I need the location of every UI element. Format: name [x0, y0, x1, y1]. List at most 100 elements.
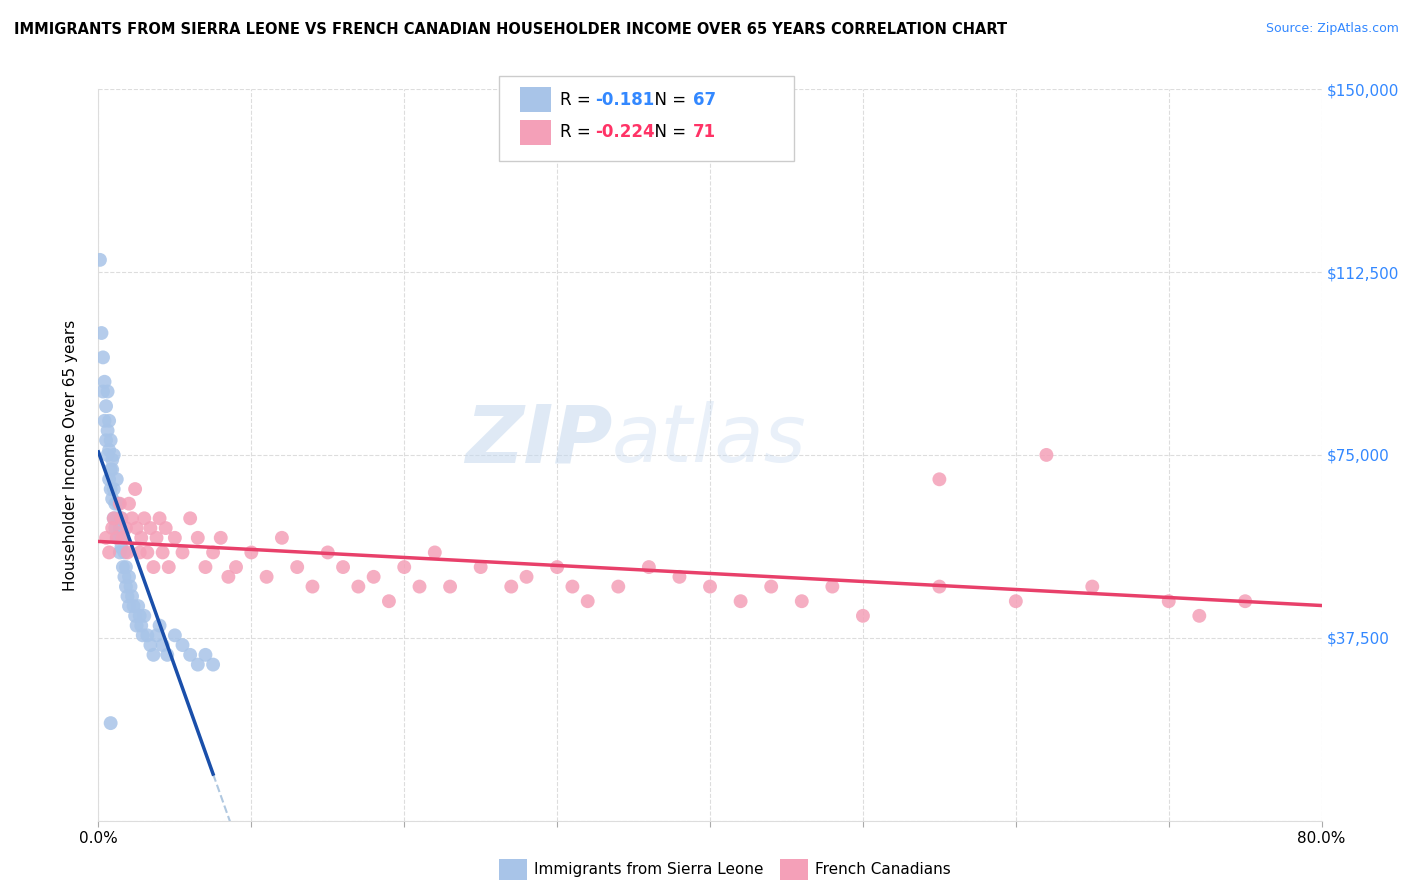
Point [112, 570, 135, 584]
Point [852, 608, 875, 623]
Point [112, 545, 135, 559]
Point [118, 570, 141, 584]
Point [100, 462, 122, 476]
Point [156, 648, 179, 662]
Point [103, 511, 125, 525]
Point [125, 521, 148, 535]
Point [128, 608, 150, 623]
Point [98, 545, 121, 559]
Point [100, 434, 122, 448]
Point [115, 521, 138, 535]
Point [668, 570, 690, 584]
Text: IMMIGRANTS FROM SIERRA LEONE VS FRENCH CANADIAN HOUSEHOLDER INCOME OVER 65 YEARS: IMMIGRANTS FROM SIERRA LEONE VS FRENCH C… [14, 22, 1007, 37]
Point [142, 648, 165, 662]
Point [98, 472, 121, 486]
Text: Source: ZipAtlas.com: Source: ZipAtlas.com [1265, 22, 1399, 36]
Point [117, 590, 139, 604]
Point [270, 531, 292, 545]
Point [172, 638, 194, 652]
Point [209, 531, 232, 545]
Point [163, 628, 186, 642]
Point [576, 594, 599, 608]
Text: French Canadians: French Canadians [815, 863, 952, 877]
Point [127, 599, 149, 613]
Text: ZIP: ZIP [465, 401, 612, 479]
Point [1035, 448, 1057, 462]
Point [136, 545, 159, 559]
Point [256, 570, 278, 584]
Point [1188, 608, 1211, 623]
Point [94, 531, 117, 545]
Point [128, 545, 150, 559]
Y-axis label: Householder Income Over 65 years: Householder Income Over 65 years [63, 319, 77, 591]
Point [301, 580, 323, 594]
Point [129, 531, 152, 545]
Point [134, 511, 156, 525]
Point [118, 599, 141, 613]
Point [98, 443, 121, 458]
Point [928, 580, 950, 594]
Point [121, 590, 143, 604]
Point [108, 545, 131, 559]
Point [98, 414, 121, 428]
Point [187, 531, 209, 545]
Point [115, 580, 138, 594]
Point [179, 511, 201, 525]
Point [94, 399, 117, 413]
Point [1081, 580, 1104, 594]
Point [225, 560, 247, 574]
Text: -0.181: -0.181 [595, 91, 654, 109]
Point [122, 599, 145, 613]
Point [790, 594, 813, 608]
Point [136, 628, 159, 642]
Point [110, 541, 132, 555]
Point [101, 452, 124, 467]
Point [423, 545, 446, 559]
Point [91, 351, 114, 365]
Point [100, 716, 122, 731]
Point [546, 560, 568, 574]
Point [104, 497, 127, 511]
Point [561, 580, 583, 594]
Point [194, 648, 217, 662]
Point [285, 560, 308, 574]
Point [316, 545, 339, 559]
Point [111, 531, 134, 545]
Point [111, 531, 134, 545]
Point [124, 482, 146, 496]
Point [202, 657, 225, 672]
Point [101, 462, 124, 476]
Point [759, 580, 782, 594]
Point [103, 511, 125, 525]
Point [115, 560, 138, 574]
Point [108, 497, 131, 511]
Point [187, 657, 209, 672]
Point [142, 560, 165, 574]
Point [107, 497, 129, 511]
Point [124, 608, 146, 623]
Text: Immigrants from Sierra Leone: Immigrants from Sierra Leone [534, 863, 763, 877]
Point [97, 424, 120, 438]
Point [121, 511, 143, 525]
Point [97, 384, 120, 399]
Point [111, 560, 134, 574]
Point [637, 560, 661, 574]
Point [152, 545, 174, 559]
Point [217, 570, 239, 584]
Point [139, 638, 162, 652]
Text: 71: 71 [693, 123, 716, 141]
Point [172, 545, 194, 559]
Text: N =: N = [644, 123, 692, 141]
Point [363, 570, 385, 584]
Point [107, 531, 129, 545]
Point [118, 497, 141, 511]
Point [194, 560, 217, 574]
Point [1234, 594, 1257, 608]
Point [89, 252, 111, 267]
Point [120, 580, 142, 594]
Text: N =: N = [644, 91, 692, 109]
Point [155, 521, 177, 535]
Point [110, 511, 132, 525]
Point [157, 560, 180, 574]
Point [1157, 594, 1180, 608]
